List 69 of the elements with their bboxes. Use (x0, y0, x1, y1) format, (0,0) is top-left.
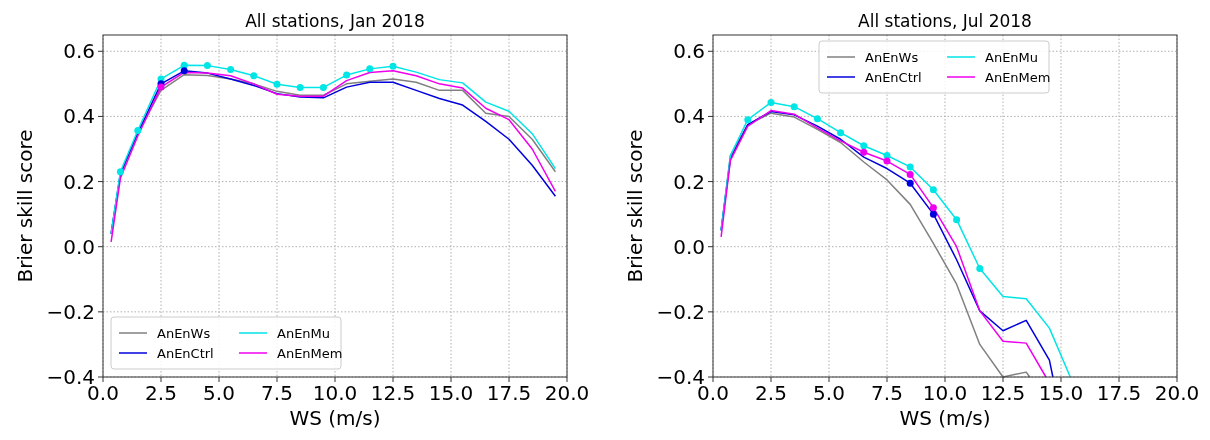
point (929, 186, 937, 194)
chart-title: All stations, Jan 2018 (245, 11, 425, 31)
point (319, 83, 327, 91)
point (116, 168, 124, 176)
legend-label: AnEnMu (985, 50, 1039, 65)
legend-label: AnEnMu (277, 326, 331, 341)
y-tick-label: 0.4 (63, 104, 95, 129)
x-tick-label: 20.0 (1154, 381, 1200, 405)
point (227, 66, 235, 74)
x-axis-title: WS (m/s) (899, 406, 991, 430)
chart-title: All stations, Jul 2018 (858, 11, 1032, 31)
x-tick-label: 20.0 (544, 381, 590, 405)
y-tick-label: −0.2 (656, 299, 705, 324)
point (860, 142, 868, 150)
point (953, 216, 961, 224)
legend-label: AnEnMem (277, 346, 343, 361)
y-axis-title: Brier skill score (13, 129, 37, 283)
x-tick-label: 2.5 (755, 381, 787, 405)
legend-label: AnEnCtrl (157, 346, 214, 361)
point (134, 126, 142, 134)
y-tick-label: 0.0 (63, 234, 95, 259)
x-tick-label: 17.5 (1096, 381, 1142, 405)
point (883, 157, 891, 165)
point (273, 80, 281, 88)
point (837, 129, 845, 137)
legend-label: AnEnMem (985, 70, 1051, 85)
point (180, 67, 188, 75)
x-tick-label: 7.5 (871, 381, 903, 405)
y-tick-label: 0.6 (63, 39, 95, 64)
point (929, 210, 937, 218)
y-tick-label: 0.2 (673, 169, 705, 194)
x-tick-label: 7.5 (261, 381, 293, 405)
x-tick-label: 15.0 (1038, 381, 1084, 405)
x-tick-label: 12.5 (980, 381, 1026, 405)
y-axis-title: Brier skill score (623, 129, 647, 283)
point (790, 103, 798, 111)
point (860, 148, 868, 156)
point (906, 170, 914, 178)
point (250, 72, 258, 80)
y-tick-label: −0.2 (46, 299, 95, 324)
legend-label: AnEnCtrl (865, 70, 922, 85)
point (906, 163, 914, 171)
y-tick-label: 0.0 (673, 234, 705, 259)
point (343, 71, 351, 79)
point (203, 62, 211, 70)
y-tick-label: 0.4 (673, 104, 705, 129)
x-tick-label: 2.5 (145, 381, 177, 405)
x-tick-label: 17.5 (486, 381, 532, 405)
point (883, 152, 891, 160)
x-tick-label: 5.0 (813, 381, 845, 405)
legend-label: AnEnWs (157, 326, 211, 341)
point (366, 65, 374, 73)
y-tick-label: 0.6 (673, 39, 705, 64)
x-tick-label: 10.0 (312, 381, 358, 405)
legend-label: AnEnWs (865, 50, 919, 65)
y-tick-label: 0.2 (63, 169, 95, 194)
x-tick-label: 5.0 (203, 381, 235, 405)
point (767, 98, 775, 106)
x-tick-label: 15.0 (428, 381, 474, 405)
point (744, 116, 752, 124)
point (906, 179, 914, 187)
x-tick-label: 12.5 (370, 381, 416, 405)
point (296, 83, 304, 91)
point (813, 115, 821, 123)
point (389, 62, 397, 70)
x-tick-label: 10.0 (922, 381, 968, 405)
x-axis-title: WS (m/s) (289, 406, 381, 430)
point (976, 265, 984, 273)
point (929, 204, 937, 212)
